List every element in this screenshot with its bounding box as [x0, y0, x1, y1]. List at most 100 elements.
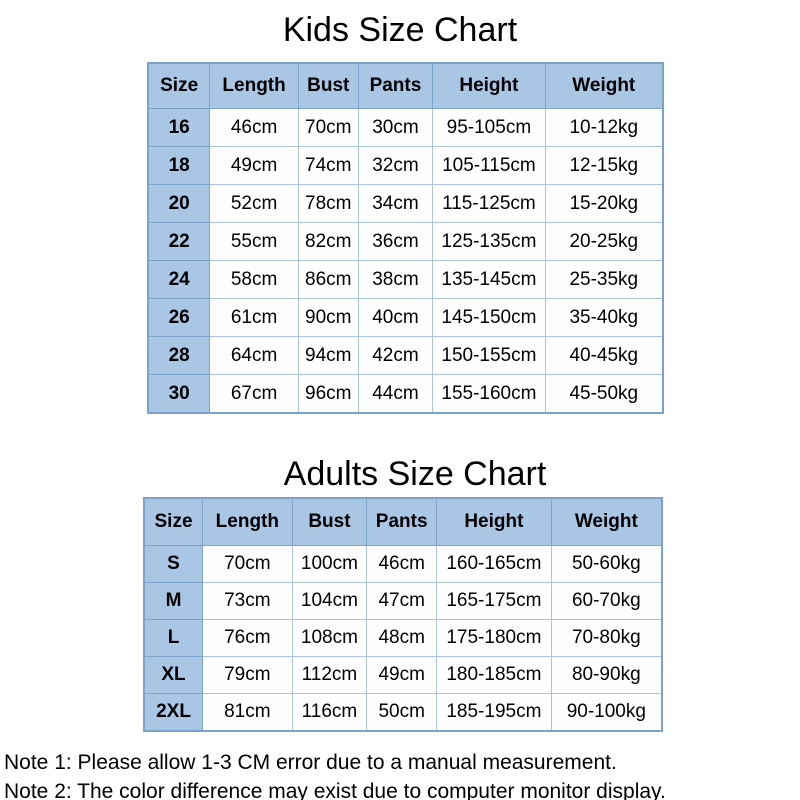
value-cell: 70cm	[202, 545, 293, 583]
value-cell: 50cm	[366, 693, 438, 732]
size-cell: 16	[147, 108, 211, 147]
size-cell: 30	[147, 374, 211, 414]
size-cell: XL	[143, 656, 204, 694]
column-header-length: Length	[209, 62, 299, 109]
table-row: 20 52cm 78cm 34cm 115-125cm 15-20kg	[147, 184, 664, 223]
value-cell: 64cm	[209, 336, 299, 375]
value-cell: 115-125cm	[432, 184, 546, 223]
value-cell: 47cm	[366, 582, 438, 620]
value-cell: 185-195cm	[436, 693, 552, 732]
column-header-size: Size	[147, 62, 211, 109]
value-cell: 49cm	[209, 146, 299, 185]
value-cell: 50-60kg	[550, 545, 663, 583]
value-cell: 15-20kg	[544, 184, 664, 223]
value-cell: 52cm	[209, 184, 299, 223]
table-row: 28 64cm 94cm 42cm 150-155cm 40-45kg	[147, 336, 664, 375]
table-row: 18 49cm 74cm 32cm 105-115cm 12-15kg	[147, 146, 664, 185]
column-header-length: Length	[202, 497, 293, 546]
kids-chart-title: Kids Size Chart	[282, 11, 518, 49]
value-cell: 160-165cm	[436, 545, 552, 583]
value-cell: 105-115cm	[432, 146, 546, 185]
table-row: S 70cm 100cm 46cm 160-165cm 50-60kg	[143, 545, 663, 583]
kids-size-table: Size Length Bust Pants Height Weight 16 4…	[147, 62, 664, 414]
value-cell: 86cm	[297, 260, 359, 299]
column-header-pants: Pants	[357, 62, 434, 109]
value-cell: 25-35kg	[544, 260, 664, 299]
table-row: 2XL 81cm 116cm 50cm 185-195cm 90-100kg	[143, 693, 663, 732]
value-cell: 155-160cm	[432, 374, 546, 414]
value-cell: 70-80kg	[550, 619, 663, 657]
size-cell: 26	[147, 298, 211, 337]
value-cell: 58cm	[209, 260, 299, 299]
value-cell: 49cm	[366, 656, 438, 694]
table-header-row: Size Length Bust Pants Height Weight	[143, 497, 663, 546]
table-row: 16 46cm 70cm 30cm 95-105cm 10-12kg	[147, 108, 664, 147]
value-cell: 61cm	[209, 298, 299, 337]
column-header-weight: Weight	[550, 497, 663, 546]
value-cell: 90-100kg	[550, 693, 663, 732]
value-cell: 95-105cm	[432, 108, 546, 147]
value-cell: 150-155cm	[432, 336, 546, 375]
value-cell: 175-180cm	[436, 619, 552, 657]
value-cell: 42cm	[357, 336, 434, 375]
note-line: Note 2: The color difference may exist d…	[4, 780, 666, 800]
value-cell: 38cm	[357, 260, 434, 299]
value-cell: 79cm	[202, 656, 293, 694]
value-cell: 165-175cm	[436, 582, 552, 620]
size-cell: 18	[147, 146, 211, 185]
table-row: M 73cm 104cm 47cm 165-175cm 60-70kg	[143, 582, 663, 620]
value-cell: 100cm	[291, 545, 368, 583]
value-cell: 78cm	[297, 184, 359, 223]
value-cell: 145-150cm	[432, 298, 546, 337]
value-cell: 81cm	[202, 693, 293, 732]
value-cell: 46cm	[209, 108, 299, 147]
table-row: XL 79cm 112cm 49cm 180-185cm 80-90kg	[143, 656, 663, 694]
size-cell: 28	[147, 336, 211, 375]
column-header-pants: Pants	[366, 497, 438, 546]
value-cell: 125-135cm	[432, 222, 546, 261]
table-row: L 76cm 108cm 48cm 175-180cm 70-80kg	[143, 619, 663, 657]
notes-section: Note 1: Please allow 1-3 CM error due to…	[4, 748, 800, 800]
value-cell: 70cm	[297, 108, 359, 147]
column-header-height: Height	[436, 497, 552, 546]
table-row: 24 58cm 86cm 38cm 135-145cm 25-35kg	[147, 260, 664, 299]
value-cell: 180-185cm	[436, 656, 552, 694]
column-header-weight: Weight	[544, 62, 664, 109]
value-cell: 74cm	[297, 146, 359, 185]
value-cell: 35-40kg	[544, 298, 664, 337]
table-row: 22 55cm 82cm 36cm 125-135cm 20-25kg	[147, 222, 664, 261]
size-cell: 24	[147, 260, 211, 299]
size-cell: 2XL	[143, 693, 204, 732]
value-cell: 80-90kg	[550, 656, 663, 694]
note-line: Note 1: Please allow 1-3 CM error due to…	[4, 751, 617, 774]
column-header-height: Height	[432, 62, 546, 109]
value-cell: 34cm	[357, 184, 434, 223]
value-cell: 67cm	[209, 374, 299, 414]
value-cell: 12-15kg	[544, 146, 664, 185]
column-header-bust: Bust	[297, 62, 359, 109]
size-cell: 20	[147, 184, 211, 223]
value-cell: 112cm	[291, 656, 368, 694]
value-cell: 40-45kg	[544, 336, 664, 375]
value-cell: 32cm	[357, 146, 434, 185]
value-cell: 20-25kg	[544, 222, 664, 261]
column-header-size: Size	[143, 497, 204, 546]
size-cell: 22	[147, 222, 211, 261]
column-header-bust: Bust	[291, 497, 368, 546]
size-cell: S	[143, 545, 204, 583]
adults-chart-title: Adults Size Chart	[283, 455, 547, 493]
value-cell: 46cm	[366, 545, 438, 583]
value-cell: 108cm	[291, 619, 368, 657]
value-cell: 44cm	[357, 374, 434, 414]
value-cell: 60-70kg	[550, 582, 663, 620]
value-cell: 73cm	[202, 582, 293, 620]
table-row: 26 61cm 90cm 40cm 145-150cm 35-40kg	[147, 298, 664, 337]
value-cell: 40cm	[357, 298, 434, 337]
value-cell: 82cm	[297, 222, 359, 261]
size-cell: L	[143, 619, 204, 657]
table-header-row: Size Length Bust Pants Height Weight	[147, 62, 664, 109]
size-cell: M	[143, 582, 204, 620]
value-cell: 94cm	[297, 336, 359, 375]
value-cell: 36cm	[357, 222, 434, 261]
value-cell: 135-145cm	[432, 260, 546, 299]
